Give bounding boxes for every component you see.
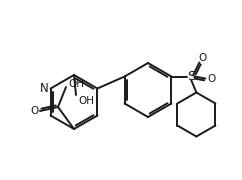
- Text: O: O: [30, 106, 38, 116]
- Text: OH: OH: [78, 96, 94, 106]
- Text: N: N: [40, 82, 49, 95]
- Text: O: O: [198, 53, 206, 62]
- Text: O: O: [207, 73, 216, 84]
- Text: OH: OH: [68, 79, 84, 89]
- Text: S: S: [187, 70, 196, 83]
